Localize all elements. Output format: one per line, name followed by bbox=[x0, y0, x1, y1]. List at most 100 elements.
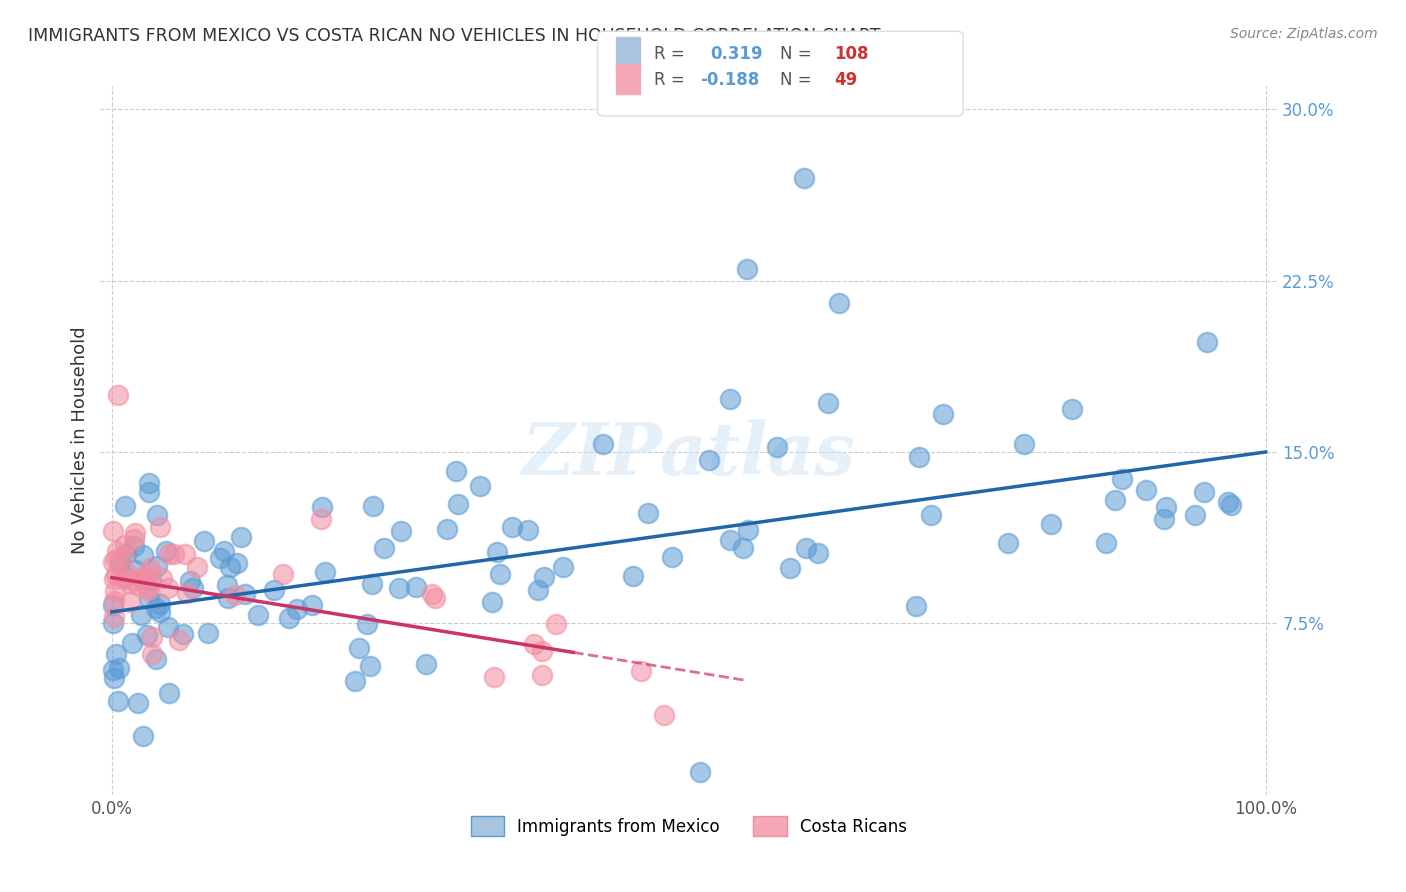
Point bbox=[103, 572, 125, 586]
Point bbox=[793, 170, 815, 185]
Text: 49: 49 bbox=[834, 70, 858, 88]
Point bbox=[311, 500, 333, 515]
Point bbox=[132, 549, 155, 563]
Point bbox=[107, 388, 129, 402]
Point bbox=[118, 575, 141, 590]
Point bbox=[779, 560, 801, 574]
Point bbox=[309, 512, 332, 526]
Point bbox=[138, 475, 160, 490]
Point bbox=[1192, 485, 1215, 500]
Point bbox=[145, 601, 167, 615]
Point bbox=[468, 479, 491, 493]
Point bbox=[817, 396, 839, 410]
Point bbox=[1039, 516, 1062, 531]
Point bbox=[139, 574, 162, 588]
Point bbox=[141, 630, 163, 644]
Point bbox=[637, 506, 659, 520]
Point bbox=[157, 547, 180, 561]
Point bbox=[217, 578, 239, 592]
Point bbox=[526, 583, 548, 598]
Point bbox=[718, 533, 741, 548]
Point bbox=[828, 296, 851, 310]
Point bbox=[485, 545, 508, 559]
Point bbox=[425, 591, 447, 605]
Point bbox=[129, 570, 152, 584]
Point bbox=[163, 548, 186, 562]
Point bbox=[108, 661, 131, 675]
Point bbox=[621, 569, 644, 583]
Point bbox=[523, 637, 546, 651]
Point bbox=[146, 508, 169, 523]
Point bbox=[141, 647, 163, 661]
Point bbox=[121, 636, 143, 650]
Point bbox=[101, 555, 124, 569]
Point bbox=[129, 608, 152, 623]
Point bbox=[235, 587, 257, 601]
Point bbox=[689, 764, 711, 779]
Text: R =: R = bbox=[654, 45, 685, 62]
Point bbox=[193, 534, 215, 549]
Point bbox=[174, 547, 197, 561]
Point bbox=[436, 522, 458, 536]
Point bbox=[103, 593, 125, 607]
Point bbox=[104, 567, 127, 582]
Point bbox=[271, 566, 294, 581]
Point bbox=[718, 392, 741, 406]
Point bbox=[766, 440, 789, 454]
Point bbox=[415, 657, 437, 672]
Point bbox=[807, 546, 830, 560]
Point bbox=[179, 574, 201, 588]
Point bbox=[920, 508, 942, 522]
Text: IMMIGRANTS FROM MEXICO VS COSTA RICAN NO VEHICLES IN HOUSEHOLD CORRELATION CHART: IMMIGRANTS FROM MEXICO VS COSTA RICAN NO… bbox=[28, 27, 880, 45]
Point bbox=[136, 627, 159, 641]
Point bbox=[101, 598, 124, 612]
Point bbox=[794, 541, 817, 555]
Point bbox=[146, 558, 169, 573]
Point bbox=[131, 571, 153, 585]
Point bbox=[136, 583, 159, 598]
Point bbox=[484, 670, 506, 684]
Point bbox=[118, 595, 141, 609]
Point bbox=[1216, 494, 1239, 508]
Point bbox=[347, 640, 370, 655]
Text: N =: N = bbox=[780, 70, 811, 88]
Point bbox=[155, 544, 177, 558]
Point bbox=[209, 551, 232, 566]
Text: R =: R = bbox=[654, 70, 685, 88]
Point bbox=[1156, 500, 1178, 515]
Point bbox=[630, 664, 652, 678]
Point bbox=[145, 652, 167, 666]
Point bbox=[135, 581, 157, 595]
Point bbox=[112, 570, 135, 584]
Point bbox=[103, 671, 125, 685]
Text: 0.319: 0.319 bbox=[710, 45, 762, 62]
Point bbox=[117, 566, 139, 580]
Point bbox=[997, 536, 1019, 550]
Point bbox=[373, 541, 395, 555]
Point bbox=[301, 598, 323, 612]
Point bbox=[907, 450, 929, 465]
Point bbox=[139, 566, 162, 580]
Text: ZIPatlas: ZIPatlas bbox=[522, 419, 856, 491]
Point bbox=[1153, 511, 1175, 525]
Point bbox=[1012, 437, 1035, 451]
Point bbox=[405, 580, 427, 594]
Point bbox=[127, 578, 149, 592]
Point bbox=[172, 627, 194, 641]
Point bbox=[344, 674, 367, 689]
Point bbox=[176, 586, 198, 600]
Point bbox=[197, 626, 219, 640]
Point bbox=[214, 544, 236, 558]
Point bbox=[217, 591, 239, 605]
Point bbox=[157, 686, 180, 700]
Point bbox=[697, 453, 720, 467]
Point bbox=[108, 555, 131, 569]
Point bbox=[263, 583, 285, 598]
Point bbox=[138, 485, 160, 500]
Point bbox=[122, 539, 145, 553]
Point bbox=[361, 499, 384, 513]
Point bbox=[359, 658, 381, 673]
Text: -0.188: -0.188 bbox=[700, 70, 759, 88]
Point bbox=[124, 526, 146, 541]
Point bbox=[546, 616, 568, 631]
